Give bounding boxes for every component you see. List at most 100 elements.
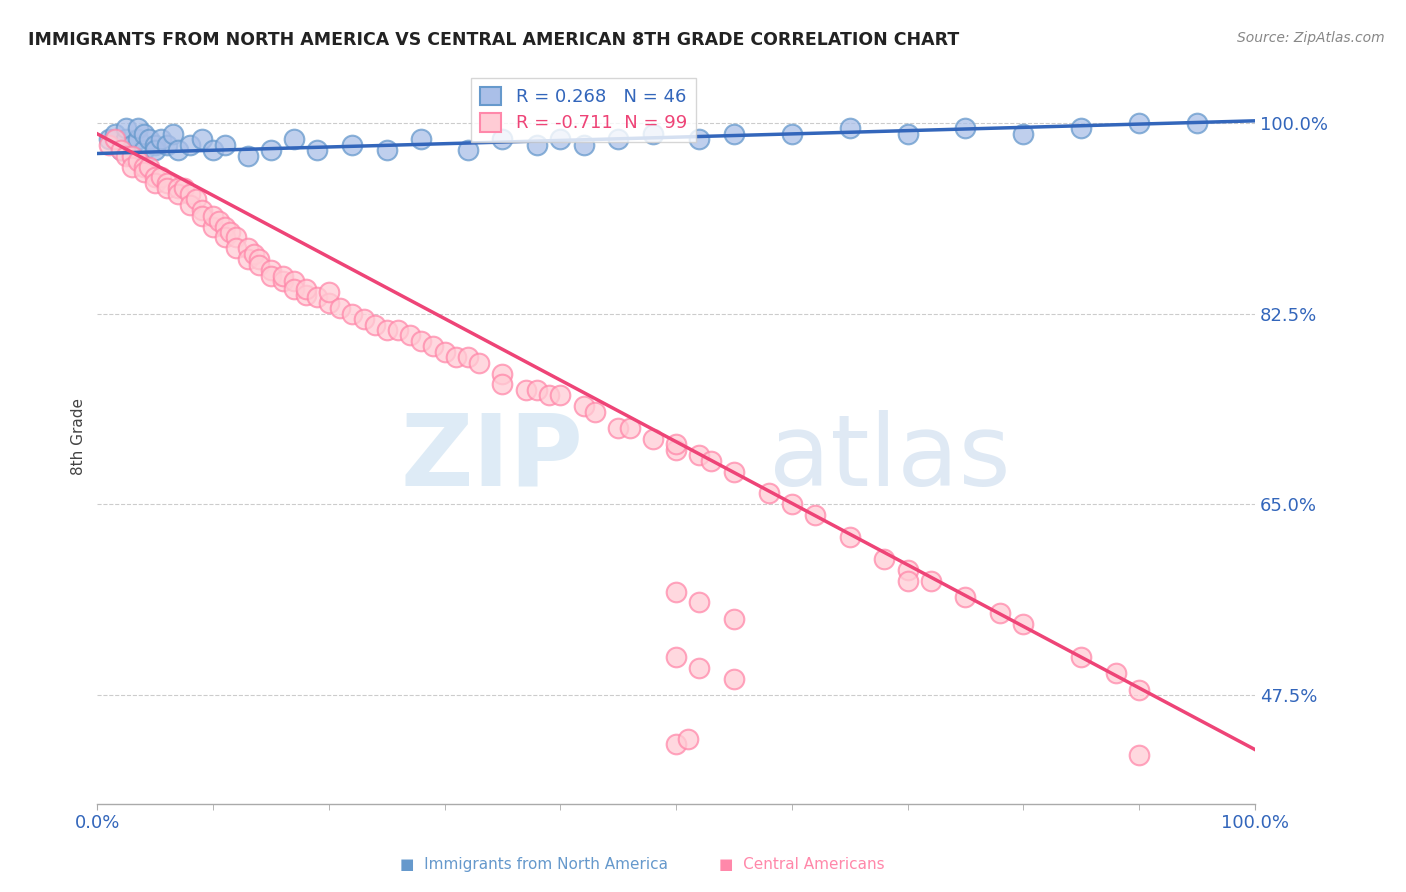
Point [260,263,283,277]
Point [121,137,143,152]
Point [283,282,305,296]
Point [179,198,201,212]
Point [572,137,595,152]
Point [665,649,688,664]
Point [723,465,745,479]
Point [179,137,201,152]
Point [138,160,160,174]
Point [156,137,179,152]
Point [167,181,190,195]
Point [138,132,160,146]
Point [150,170,173,185]
Point [247,252,270,267]
Point [758,486,780,500]
Point [422,339,444,353]
Point [214,137,236,152]
Point [688,595,710,609]
Point [988,607,1011,621]
Point [515,383,537,397]
Point [225,230,247,244]
Point [225,241,247,255]
Point [411,334,433,348]
Point [444,351,467,365]
Point [121,149,143,163]
Point [665,737,688,751]
Point [143,176,166,190]
Point [340,137,363,152]
Point [665,584,688,599]
Point [318,285,340,299]
Point [329,301,352,316]
Point [307,143,329,157]
Point [307,290,329,304]
Point [260,268,283,283]
Point [132,143,155,157]
Point [110,143,132,157]
Text: ZIP: ZIP [401,409,583,507]
Point [838,530,860,544]
Point [387,323,409,337]
Point [104,127,127,141]
Point [955,121,977,136]
Point [318,295,340,310]
Point [607,132,630,146]
Point [920,574,942,588]
Point [491,377,513,392]
Point [167,143,190,157]
Point [723,612,745,626]
Text: Source: ZipAtlas.com: Source: ZipAtlas.com [1237,31,1385,45]
Point [271,274,294,288]
Point [143,143,166,157]
Point [184,192,207,206]
Point [115,149,138,163]
Text: atlas: atlas [769,409,1011,507]
Point [491,367,513,381]
Point [121,149,143,163]
Point [897,574,920,588]
Point [132,127,155,141]
Point [242,246,264,260]
Point [115,132,138,146]
Point [1128,747,1150,762]
Point [294,288,316,302]
Point [619,421,641,435]
Point [156,181,179,195]
Point [219,225,242,239]
Point [208,214,231,228]
Point [676,731,699,746]
Y-axis label: 8th Grade: 8th Grade [72,398,86,475]
Point [271,268,294,283]
Point [214,219,236,234]
Legend: R = 0.268   N = 46, R = -0.711  N = 99: R = 0.268 N = 46, R = -0.711 N = 99 [471,78,696,142]
Point [1012,127,1035,141]
Point [804,508,827,523]
Point [190,132,212,146]
Point [550,388,572,402]
Point [97,137,120,152]
Point [641,127,664,141]
Point [688,132,710,146]
Point [457,143,479,157]
Point [97,132,120,146]
Point [236,252,259,267]
Point [364,318,387,332]
Point [190,203,212,218]
Point [780,497,803,511]
Point [583,405,606,419]
Point [572,399,595,413]
Point [260,143,283,157]
Point [202,209,225,223]
Point [340,307,363,321]
Point [283,132,305,146]
Point [955,590,977,604]
Point [665,442,688,457]
Point [110,143,132,157]
Point [375,143,398,157]
Point [607,421,630,435]
Text: ■  Immigrants from North America: ■ Immigrants from North America [401,857,668,872]
Point [537,388,560,402]
Point [1185,116,1208,130]
Point [1128,116,1150,130]
Point [641,432,664,446]
Point [127,132,149,146]
